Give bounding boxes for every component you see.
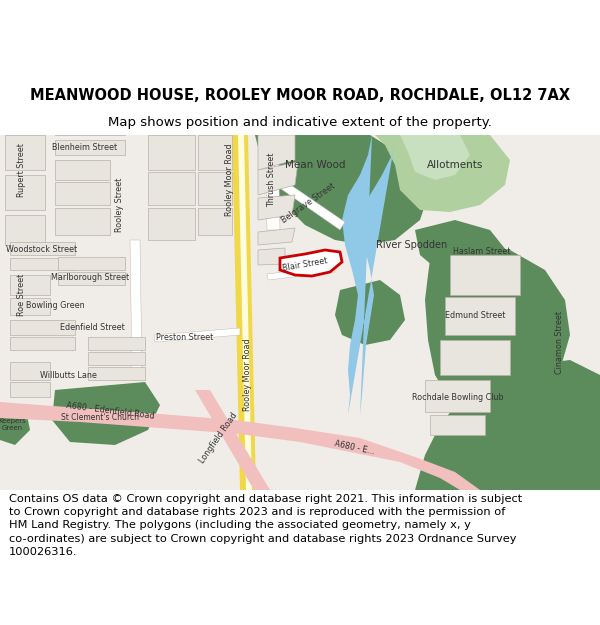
Polygon shape <box>148 135 195 170</box>
Polygon shape <box>148 172 195 205</box>
Text: Edmund Street: Edmund Street <box>445 311 505 319</box>
Polygon shape <box>430 415 485 435</box>
Text: Bowling Green: Bowling Green <box>26 301 85 309</box>
Polygon shape <box>148 208 195 240</box>
Text: Preston Street: Preston Street <box>157 334 214 342</box>
Text: Rupert Street: Rupert Street <box>17 143 26 197</box>
Polygon shape <box>415 360 600 490</box>
Polygon shape <box>10 275 50 295</box>
Polygon shape <box>258 248 285 265</box>
Polygon shape <box>55 140 125 155</box>
Text: Haslam Street: Haslam Street <box>454 248 511 256</box>
Polygon shape <box>10 382 50 397</box>
Polygon shape <box>10 337 75 350</box>
Text: Keepers
Green: Keepers Green <box>0 419 26 431</box>
Polygon shape <box>198 172 232 205</box>
Text: Blenheim Street: Blenheim Street <box>52 144 118 152</box>
Text: Marlborough Street: Marlborough Street <box>51 272 129 281</box>
Polygon shape <box>0 135 600 490</box>
Text: Mean Wood: Mean Wood <box>285 160 345 170</box>
Text: Contains OS data © Crown copyright and database right 2021. This information is : Contains OS data © Crown copyright and d… <box>9 494 522 557</box>
Polygon shape <box>88 337 145 350</box>
Polygon shape <box>154 328 240 342</box>
Polygon shape <box>195 390 270 490</box>
Polygon shape <box>5 175 45 210</box>
Polygon shape <box>130 240 142 375</box>
Text: Rooley Street: Rooley Street <box>115 178 125 232</box>
Text: Thrush Street: Thrush Street <box>268 152 277 208</box>
Polygon shape <box>265 135 280 230</box>
Polygon shape <box>400 135 470 180</box>
Polygon shape <box>198 208 232 235</box>
Text: Allotments: Allotments <box>427 160 483 170</box>
Polygon shape <box>58 257 125 270</box>
Polygon shape <box>10 362 50 380</box>
Polygon shape <box>10 298 50 315</box>
Text: MEANWOOD HOUSE, ROOLEY MOOR ROAD, ROCHDALE, OL12 7AX: MEANWOOD HOUSE, ROOLEY MOOR ROAD, ROCHDA… <box>30 88 570 103</box>
Text: Edenfield Street: Edenfield Street <box>59 324 124 332</box>
Polygon shape <box>55 120 125 135</box>
Polygon shape <box>55 208 110 235</box>
Polygon shape <box>0 402 480 490</box>
Text: A680 - E...: A680 - E... <box>334 439 376 457</box>
Text: Rooley Moor Road: Rooley Moor Road <box>244 339 253 411</box>
Text: River Spodden: River Spodden <box>376 240 448 250</box>
Polygon shape <box>58 272 125 285</box>
Polygon shape <box>445 297 515 335</box>
Polygon shape <box>5 215 45 245</box>
Polygon shape <box>375 135 510 212</box>
Polygon shape <box>268 172 345 230</box>
Polygon shape <box>238 135 252 490</box>
Text: Longfield Road: Longfield Road <box>197 411 239 465</box>
Polygon shape <box>55 160 110 180</box>
Polygon shape <box>440 340 510 375</box>
Polygon shape <box>0 405 30 445</box>
Polygon shape <box>280 250 342 276</box>
Polygon shape <box>415 220 510 280</box>
Text: Cinamon Street: Cinamon Street <box>556 311 565 374</box>
Polygon shape <box>10 242 75 255</box>
Text: Woodstock Street: Woodstock Street <box>7 246 77 254</box>
Polygon shape <box>10 320 75 335</box>
Polygon shape <box>450 255 520 295</box>
Polygon shape <box>88 352 145 365</box>
Polygon shape <box>52 382 160 445</box>
Polygon shape <box>55 182 110 205</box>
Polygon shape <box>10 258 75 270</box>
Polygon shape <box>342 135 396 415</box>
Text: Blair Street: Blair Street <box>282 257 328 273</box>
Text: Rochdale Bowling Club: Rochdale Bowling Club <box>412 394 504 402</box>
Polygon shape <box>258 228 295 245</box>
Text: Willbutts Lane: Willbutts Lane <box>40 371 97 379</box>
Text: Roe Street: Roe Street <box>17 274 26 316</box>
Polygon shape <box>335 280 405 345</box>
Text: Rooley Moor Road: Rooley Moor Road <box>226 144 235 216</box>
Polygon shape <box>258 135 295 170</box>
Polygon shape <box>425 245 570 412</box>
Polygon shape <box>88 367 145 380</box>
Polygon shape <box>258 162 298 195</box>
Polygon shape <box>425 380 490 412</box>
Polygon shape <box>232 135 256 490</box>
Text: Belgrave Street: Belgrave Street <box>280 181 337 225</box>
Polygon shape <box>258 195 295 220</box>
Polygon shape <box>5 135 45 170</box>
Text: St Clement's Church: St Clement's Church <box>61 414 139 422</box>
Text: A680 - Edenfield Road: A680 - Edenfield Road <box>65 401 155 421</box>
Polygon shape <box>267 266 335 280</box>
Polygon shape <box>198 135 232 170</box>
Text: Map shows position and indicative extent of the property.: Map shows position and indicative extent… <box>108 116 492 129</box>
Polygon shape <box>255 135 430 245</box>
